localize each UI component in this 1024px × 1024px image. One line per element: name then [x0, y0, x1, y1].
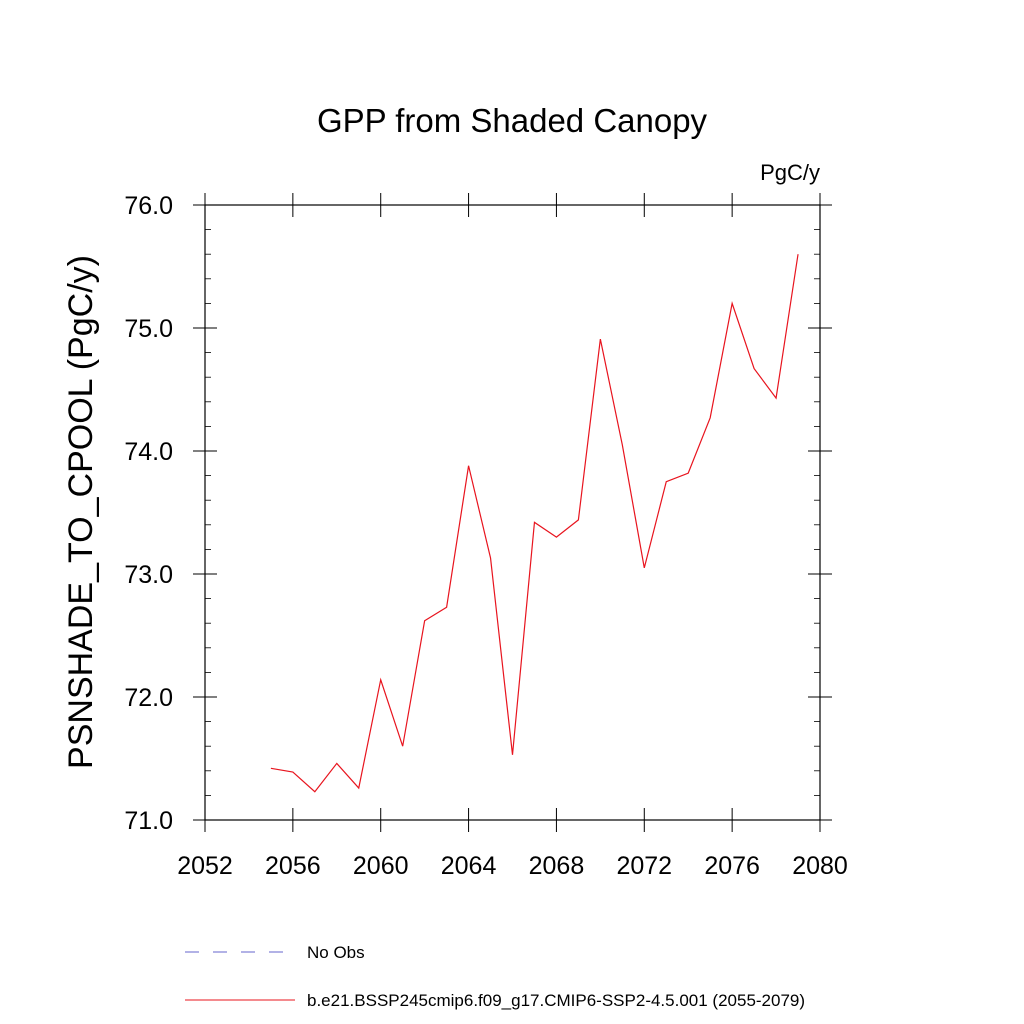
series-layer — [270, 254, 799, 793]
chart-title: GPP from Shaded Canopy — [317, 102, 708, 139]
tick-labels: 2052 2056 2060 2064 2068 2072 2076 2080 71.0 72.0… — [124, 192, 847, 880]
x-tick-label: 2068 — [529, 852, 585, 880]
x-tick-label: 2080 — [792, 852, 848, 880]
x-tick-label: 2064 — [441, 852, 497, 880]
y-tick-label: 73.0 — [124, 561, 173, 589]
legend-label-1: b.e21.BSSP245cmip6.f09_g17.CMIP6-SSP2-4.… — [307, 991, 805, 1010]
plot-frame — [204, 204, 821, 821]
y-tick-label: 76.0 — [124, 192, 173, 220]
x-tick-label: 2056 — [265, 852, 321, 880]
legend: No Obs b.e21.BSSP245cmip6.f09_g17.CMIP6-S… — [185, 943, 805, 1010]
y-tick-label: 71.0 — [124, 807, 173, 835]
x-tick-label: 2076 — [704, 852, 760, 880]
y-tick-label: 72.0 — [124, 684, 173, 712]
units-label: PgC/y — [760, 160, 820, 185]
legend-label-0: No Obs — [307, 943, 365, 962]
y-axis-label: PSNSHADE_TO_CPOOL (PgC/y) — [62, 255, 100, 769]
axis-ticks — [193, 193, 832, 832]
y-tick-label: 74.0 — [124, 438, 173, 466]
x-tick-label: 2052 — [177, 852, 233, 880]
y-tick-label: 75.0 — [124, 315, 173, 343]
series-line-0 — [270, 254, 799, 793]
x-tick-label: 2072 — [616, 852, 672, 880]
x-tick-label: 2060 — [353, 852, 409, 880]
